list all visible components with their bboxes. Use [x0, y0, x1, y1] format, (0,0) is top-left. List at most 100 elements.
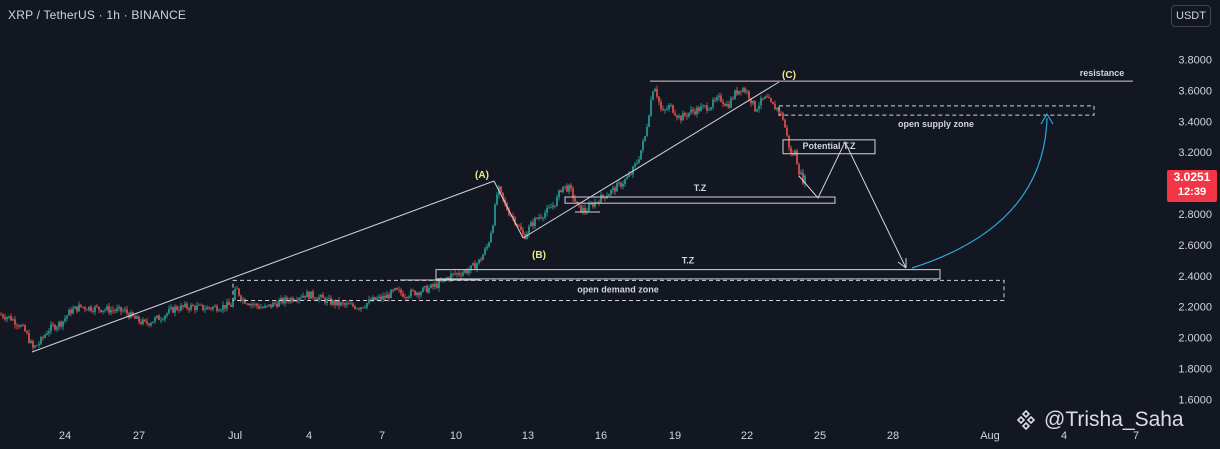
candle-body: [110, 309, 112, 313]
candle-body: [718, 95, 720, 98]
candle-body: [644, 136, 646, 141]
candle-body: [714, 99, 716, 101]
candle-body: [780, 112, 782, 114]
candle-body: [168, 308, 170, 314]
candle-body: [464, 270, 466, 273]
candle-body: [338, 300, 340, 306]
time-tick-label: 19: [669, 430, 681, 442]
candle-body: [620, 182, 622, 187]
candle-body: [24, 325, 26, 332]
candle-body: [668, 105, 670, 109]
candle-body: [152, 321, 154, 324]
candle-body: [320, 294, 322, 298]
candle-body: [528, 226, 530, 234]
candle-body: [658, 96, 660, 102]
candle-body: [756, 109, 758, 112]
wave-label-c: (C): [782, 70, 796, 81]
candle-body: [634, 163, 636, 167]
candle-body: [346, 303, 348, 305]
candle-body: [662, 109, 664, 111]
candle-body: [546, 208, 548, 213]
candle-body: [482, 254, 484, 261]
candle-body: [150, 323, 152, 326]
candle-body: [688, 112, 690, 117]
candle-body: [722, 101, 724, 105]
candle-body: [444, 279, 446, 280]
candle-body: [772, 101, 774, 105]
candle-body: [584, 207, 586, 213]
candle-body: [118, 306, 120, 309]
candle-body: [138, 316, 140, 322]
candle-body: [78, 304, 80, 312]
candle-body: [62, 321, 64, 327]
candle-body: [672, 105, 674, 113]
candle-body: [480, 259, 482, 261]
candle-body: [184, 303, 186, 307]
candle-body: [318, 297, 320, 300]
candle-body: [504, 199, 506, 204]
candle-body: [226, 301, 228, 309]
candle-body: [342, 302, 344, 304]
candle-body: [92, 310, 94, 312]
candlestick-series: [0, 85, 806, 351]
candle-body: [704, 105, 706, 107]
candle-body: [332, 300, 334, 305]
candle-body: [178, 309, 180, 311]
candle-body: [54, 325, 56, 330]
candle-body: [122, 310, 124, 312]
candle-body: [300, 297, 302, 299]
time-tick-label: 7: [379, 430, 385, 442]
open-supply-zone: [778, 105, 1095, 116]
candle-body: [292, 297, 294, 302]
candle-body: [486, 246, 488, 249]
candle-body: [468, 270, 470, 274]
candle-body: [166, 313, 168, 316]
candle-body: [146, 321, 148, 324]
candle-body: [308, 291, 310, 299]
recovery-arrow: [911, 117, 1048, 269]
candle-body: [46, 333, 48, 335]
candle-body: [760, 98, 762, 106]
candle-body: [414, 290, 416, 296]
candle-body: [234, 288, 236, 300]
candle-body: [652, 91, 654, 100]
candle-body: [190, 304, 192, 310]
candle-body: [352, 303, 354, 307]
candle-body: [734, 90, 736, 99]
candle-body: [230, 304, 232, 307]
candle-body: [660, 101, 662, 110]
time-tick-label: 28: [887, 430, 899, 442]
candle-body: [690, 109, 692, 113]
candle-body: [206, 307, 208, 310]
candle-body: [98, 306, 100, 310]
candle-body: [654, 88, 656, 92]
candle-body: [102, 310, 104, 313]
candle-body: [202, 304, 204, 311]
candle-body: [624, 179, 626, 184]
candle-body: [180, 305, 182, 311]
candle-body: [494, 204, 496, 226]
price-tick-label: 2.0000: [1178, 333, 1212, 345]
currency-button[interactable]: USDT: [1171, 5, 1211, 27]
candle-body: [120, 306, 122, 312]
candle-body: [608, 194, 610, 197]
candle-body: [512, 216, 514, 218]
candle-body: [738, 90, 740, 95]
candle-body: [376, 298, 378, 300]
candle-body: [390, 289, 392, 299]
candle-body: [0, 314, 2, 316]
candle-body: [142, 319, 144, 324]
candle-body: [216, 305, 218, 311]
candle-body: [802, 172, 804, 184]
time-tick-label: 7: [1133, 430, 1139, 442]
candle-body: [116, 308, 118, 311]
candle-body: [568, 185, 570, 192]
candle-body: [140, 321, 142, 324]
candle-body: [18, 325, 20, 327]
candle-body: [340, 302, 342, 306]
symbol-header[interactable]: XRP / TetherUS · 1h · BINANCE: [8, 8, 187, 22]
time-tick-label: 25: [814, 430, 826, 442]
candle-body: [598, 201, 600, 204]
candle-body: [574, 198, 576, 202]
